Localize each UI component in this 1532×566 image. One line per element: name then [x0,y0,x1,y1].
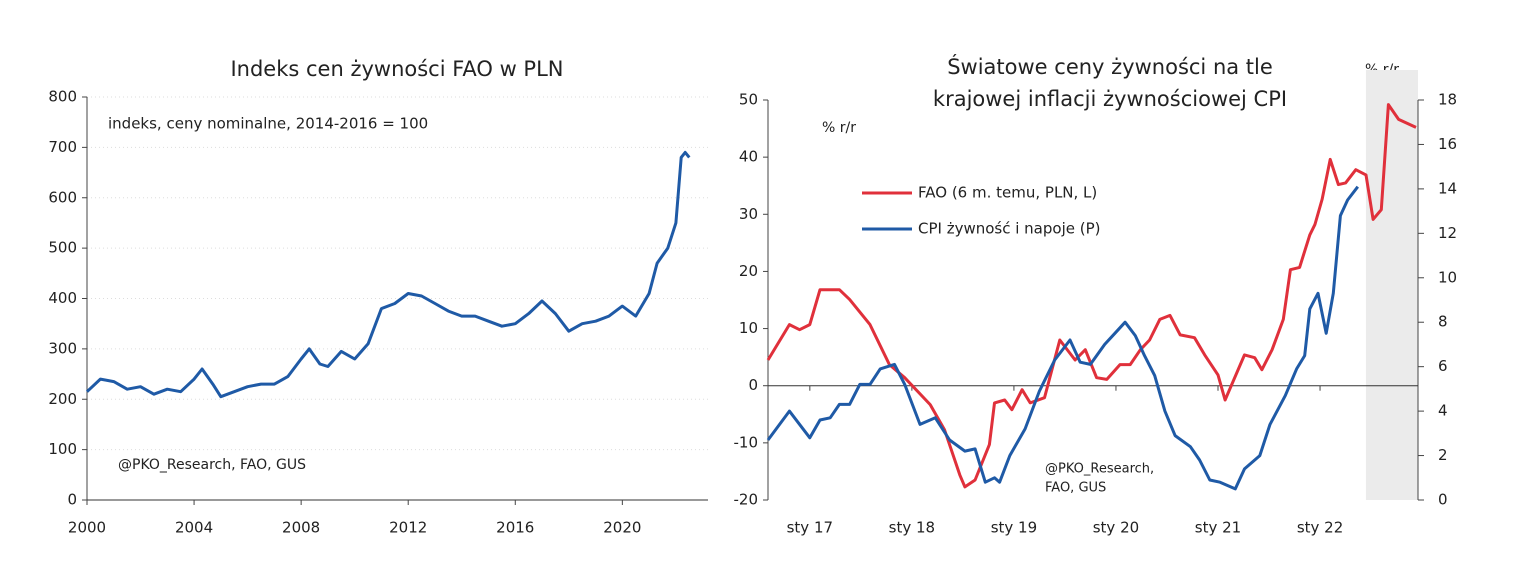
y-tick-label: -10 [734,433,759,451]
y2-tick-label: 10 [1438,268,1457,286]
y-tick-label: 300 [48,339,77,357]
x-tick-label: sty 17 [787,519,833,537]
y-tick-label: 40 [739,148,758,166]
chart-title: Światowe ceny żywności na tle [947,54,1273,79]
x-tick-label: 2020 [603,519,641,537]
x-tick-label: 2016 [496,519,534,537]
y2-tick-label: 16 [1438,135,1457,153]
y-tick-label: 800 [48,88,77,106]
y-axis-label: % r/r [822,120,856,136]
data-line [766,185,1359,491]
y-tick-label: 0 [748,376,758,394]
y-tick-label: 20 [739,262,758,280]
source: @PKO_Research, [1045,462,1154,477]
y2-tick-label: 6 [1438,357,1448,375]
data-line [85,150,691,399]
legend-label: CPI żywność i napoje (P) [918,220,1101,238]
y2-tick-label: 0 [1438,491,1448,509]
y-tick-label: 30 [739,205,758,223]
x-tick-label: sty 18 [889,519,935,537]
chart-title: Indeks cen żywności FAO w PLN [230,57,563,81]
y2-tick-label: 8 [1438,313,1448,331]
x-tick-label: 2008 [282,519,320,537]
y2-tick-label: 4 [1438,402,1448,420]
source: @PKO_Research, FAO, GUS [118,457,306,473]
y2-tick-label: 2 [1438,446,1448,464]
y-tick-label: 700 [48,138,77,156]
y-tick-label: 200 [48,390,77,408]
y-tick-label: 400 [48,289,77,307]
x-tick-label: sty 20 [1093,519,1139,537]
x-tick-label: 2000 [68,519,106,537]
y2-tick-label: 18 [1438,91,1457,109]
y2-tick-label: 12 [1438,224,1457,242]
forecast-band [1365,70,1418,500]
y-tick-label: 600 [48,188,77,206]
y-tick-label: 500 [48,239,77,257]
y2-tick-label: 14 [1438,179,1457,197]
x-tick-label: 2012 [389,519,427,537]
x-tick-label: sty 21 [1195,519,1241,537]
x-tick-label: sty 22 [1297,519,1343,537]
annotation: indeks, ceny nominalne, 2014-2016 = 100 [108,115,428,133]
y-tick-label: 50 [739,91,758,109]
chart-title: krajowej inflacji żywnościowej CPI [933,87,1287,111]
y-tick-label: 100 [48,440,77,458]
y-tick-label: 0 [67,491,77,509]
y-tick-label: 10 [739,319,758,337]
x-tick-label: 2004 [175,519,213,537]
data-line [766,103,1417,489]
y-tick-label: -20 [734,491,759,509]
x-tick-label: sty 19 [991,519,1037,537]
source: FAO, GUS [1045,481,1106,496]
legend-label: FAO (6 m. temu, PLN, L) [918,184,1097,202]
